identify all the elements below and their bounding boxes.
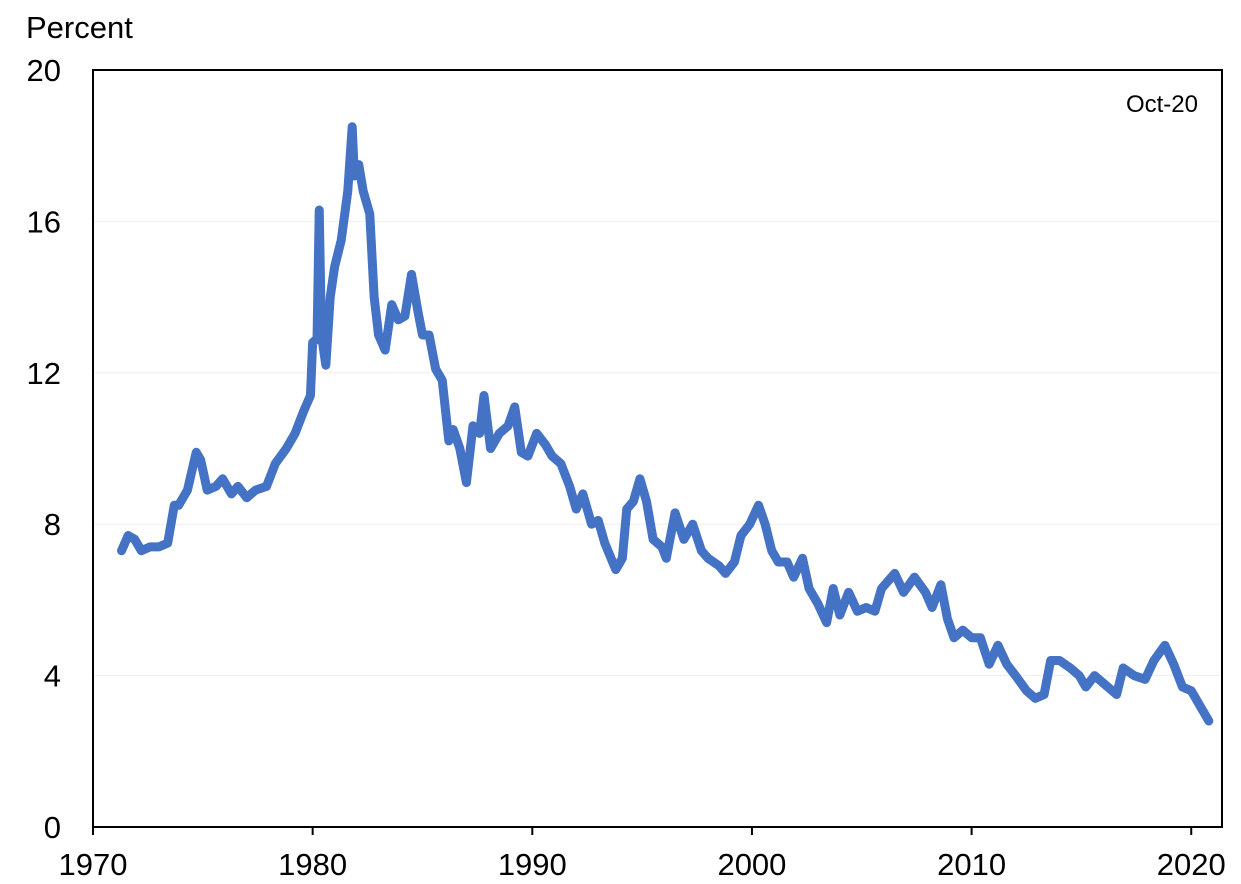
x-tick-label: 2020 bbox=[1157, 847, 1226, 882]
plot-frame bbox=[92, 69, 1223, 828]
annotation: Oct-20 bbox=[1126, 91, 1198, 118]
y-tick-label: 4 bbox=[44, 659, 61, 694]
y-tick-label: 8 bbox=[44, 507, 61, 542]
y-tick-label: 16 bbox=[27, 204, 61, 239]
x-tick-label: 1970 bbox=[59, 847, 128, 882]
x-tick-label: 1980 bbox=[278, 847, 347, 882]
y-tick-label: 12 bbox=[27, 356, 61, 391]
y-tick-label: 20 bbox=[27, 53, 61, 88]
x-tick-label: 1990 bbox=[498, 847, 567, 882]
data-line bbox=[117, 122, 1214, 726]
y-tick-label: 0 bbox=[44, 810, 61, 845]
y-axis-label: Percent bbox=[26, 10, 133, 45]
x-tick-label: 2010 bbox=[937, 847, 1006, 882]
x-tick-label: 2000 bbox=[717, 847, 786, 882]
